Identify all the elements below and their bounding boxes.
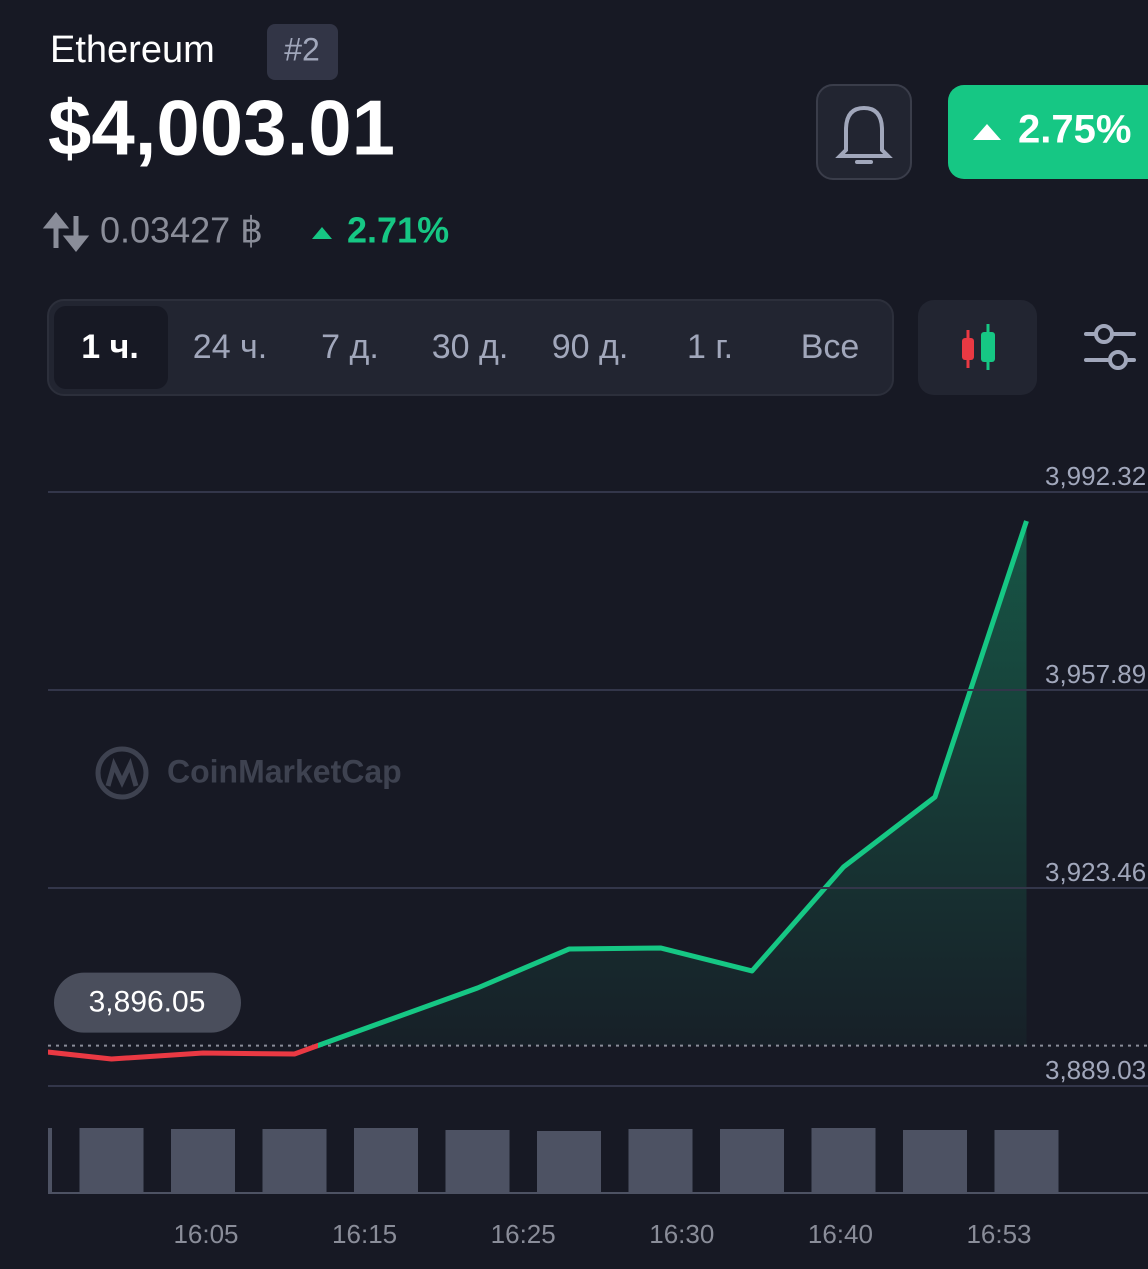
range-tab[interactable]: 7 д. (321, 328, 379, 366)
btc-change: 2.71% (347, 210, 449, 251)
up-arrow (312, 227, 332, 239)
coin-name: Ethereum (50, 29, 215, 71)
overlay: 3,889.03 3,923.46 3,957.89 3,992.32 3,896.05… (48, 461, 1148, 1249)
volume-bar (628, 1129, 693, 1193)
x-tick-label: 16:53 (966, 1219, 1031, 1249)
price: $4,003.01 (48, 84, 395, 172)
volume-bar (903, 1130, 967, 1193)
alert-button[interactable] (816, 84, 912, 180)
x-tick-label: 16:05 (173, 1219, 238, 1249)
x-tick-label: 16:25 (491, 1219, 556, 1249)
plot (48, 520, 1148, 1193)
range-tab[interactable]: Все (801, 328, 860, 366)
change-badge (948, 85, 1148, 179)
tab-group: 1 ч. 24 ч. 7 д. 30 д. 90 д. 1 г. Все (81, 328, 859, 366)
y-tick-label: 3,889.03 (1045, 1055, 1146, 1085)
y-tick-label: 3,992.32 (1045, 461, 1146, 491)
btc-price: 0.03427 ฿ (100, 210, 263, 251)
volume-bar (994, 1130, 1059, 1193)
range-tab[interactable]: 90 д. (552, 328, 629, 366)
change-percent: 2.75% (1018, 108, 1131, 152)
range-tabs (47, 299, 894, 396)
x-tick-label: 16:40 (808, 1219, 873, 1249)
area (317, 520, 1027, 1046)
range-tab[interactable]: 1 ч. (81, 328, 139, 366)
range-tab[interactable]: 30 д. (432, 328, 509, 366)
volume-bar (171, 1129, 235, 1193)
x-tick-label: 16:30 (649, 1219, 714, 1249)
volume-bar (811, 1128, 876, 1193)
candle-icon (962, 324, 995, 370)
range-tab[interactable]: 1 г. (687, 328, 733, 366)
selected-tab (54, 306, 168, 389)
rank-badge (267, 24, 338, 80)
volume-bar (445, 1130, 510, 1193)
swap-icon (42, 211, 90, 253)
reference-label: 3,896.05 (89, 986, 206, 1019)
rank: #2 (284, 31, 320, 67)
y-tick-label: 3,957.89 (1045, 659, 1146, 689)
volume-bar (79, 1128, 144, 1193)
volume-bar (48, 1128, 52, 1193)
x-tick-label: 16:15 (332, 1219, 397, 1249)
up-arrow (973, 124, 1001, 140)
volume-bar (262, 1129, 327, 1193)
y-tick-label: 3,923.46 (1045, 857, 1146, 887)
settings-button[interactable] (1084, 324, 1136, 370)
price-line (48, 520, 1029, 1062)
watermark-logo (95, 746, 149, 800)
candle-button[interactable] (918, 300, 1037, 395)
watermark: CoinMarketCap (167, 753, 402, 789)
volume-bar (354, 1128, 418, 1193)
bell-icon (835, 105, 893, 164)
volume-bar (720, 1129, 784, 1193)
volume-bar (537, 1131, 601, 1193)
reference-pill (54, 972, 241, 1033)
range-tab[interactable]: 24 ч. (193, 328, 267, 366)
